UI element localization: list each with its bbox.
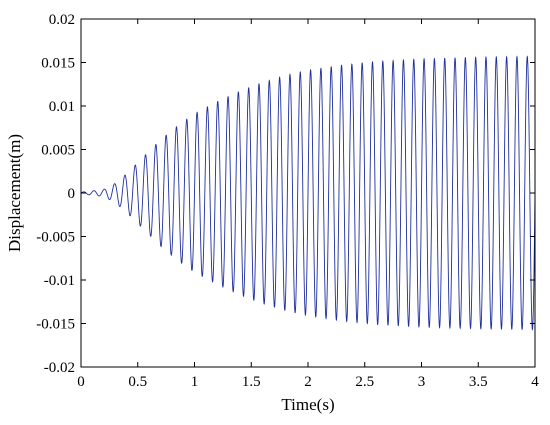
x-tick-label: 3.5 — [469, 374, 488, 390]
x-tick-label: 0.5 — [128, 374, 147, 390]
y-axis-ticks: -0.02 -0.015 -0.01 -0.005 0 0.005 0.01 0.015 0.0… — [36, 12, 535, 376]
x-axis-label: Time(s) — [281, 395, 334, 414]
x-tick-label: 4 — [531, 374, 539, 390]
x-tick-label: 1 — [191, 374, 199, 390]
y-tick-label: 0.005 — [41, 143, 75, 159]
y-tick-label: -0.005 — [36, 230, 75, 246]
y-tick-label: 0.015 — [41, 56, 75, 72]
x-axis-ticks: 0 0.5 1 1.5 2 2.5 3 3.5 4 — [77, 19, 539, 390]
x-tick-label: 2 — [304, 374, 312, 390]
y-axis-label: Displacement(m) — [5, 134, 24, 252]
y-tick-label: -0.01 — [44, 273, 75, 289]
y-tick-label: 0.01 — [49, 99, 75, 115]
x-tick-label: 0 — [77, 374, 85, 390]
y-tick-label: -0.015 — [36, 317, 75, 333]
y-tick-label: -0.02 — [44, 360, 75, 376]
plot-frame — [80, 18, 536, 368]
x-tick-label: 1.5 — [242, 374, 261, 390]
y-tick-label: 0 — [68, 186, 76, 202]
x-tick-label: 3 — [418, 374, 426, 390]
series-group — [80, 55, 536, 331]
displacement-series-line — [80, 55, 536, 331]
x-tick-label: 2.5 — [355, 374, 374, 390]
y-tick-label: 0.02 — [49, 12, 75, 28]
